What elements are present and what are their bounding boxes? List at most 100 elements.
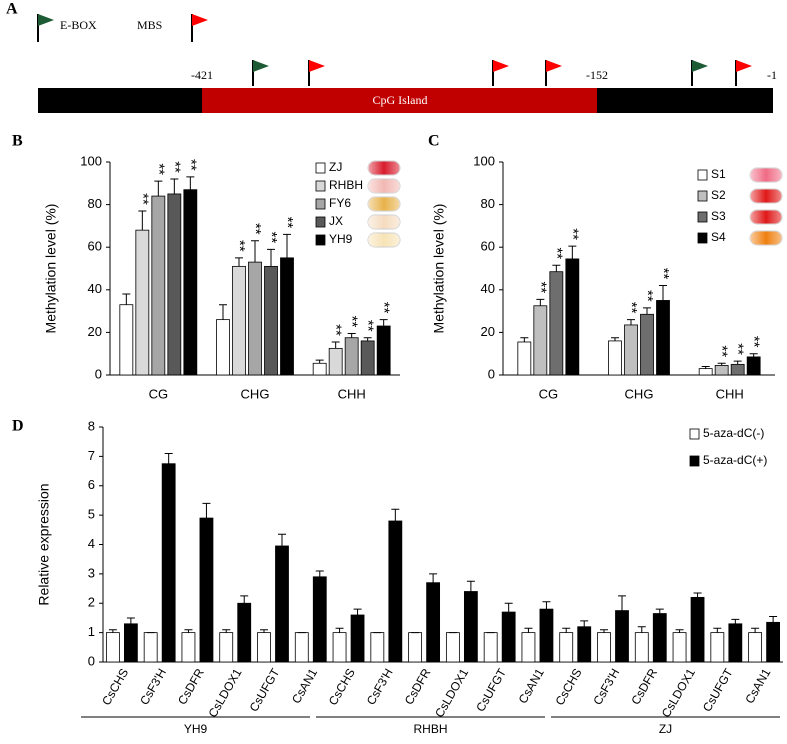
y-tick-label: 1 xyxy=(88,624,95,639)
error-bar xyxy=(749,353,758,357)
y-tick-label: 80 xyxy=(481,196,495,211)
bar xyxy=(312,576,327,663)
error-bar xyxy=(267,248,275,267)
error-bar xyxy=(568,245,577,259)
significance-label: ** xyxy=(548,247,565,259)
y-tick-label: 6 xyxy=(88,477,95,492)
error-bar xyxy=(170,178,179,194)
significance-label: ** xyxy=(182,159,199,171)
e-box-flag xyxy=(37,14,54,42)
bar xyxy=(766,621,781,663)
x-tick-label: CsDFR xyxy=(628,666,660,707)
error-bar xyxy=(731,618,740,624)
y-tick-label: 20 xyxy=(481,324,495,339)
error-bar xyxy=(524,627,533,633)
bar xyxy=(634,632,649,663)
error-bar xyxy=(542,601,551,610)
error-bar xyxy=(504,602,513,613)
error-bar xyxy=(122,293,131,305)
legend-label: E-BOX xyxy=(60,18,97,32)
bar xyxy=(388,520,403,663)
error-bar xyxy=(283,233,291,258)
y-tick-label: 0 xyxy=(88,653,95,668)
bar xyxy=(608,340,622,376)
island-label: CpG Island xyxy=(373,93,428,107)
bar xyxy=(248,261,262,376)
error-bar xyxy=(643,307,651,315)
significance-label: ** xyxy=(360,320,377,332)
y-tick-label: 3 xyxy=(88,565,95,580)
bar xyxy=(264,265,278,376)
bar xyxy=(237,602,252,663)
bar xyxy=(521,632,536,663)
error-bar xyxy=(693,592,702,598)
bar xyxy=(332,632,347,663)
legend-swatch xyxy=(689,455,700,467)
y-tick-label: 40 xyxy=(481,281,495,296)
error-bar xyxy=(126,617,135,624)
y-tick-label: 100 xyxy=(473,153,495,168)
legend-swatch xyxy=(697,232,708,244)
x-tick-label: CsF3'H xyxy=(590,666,622,707)
bar xyxy=(123,623,138,663)
bar xyxy=(656,300,670,376)
error-bar xyxy=(335,627,344,633)
bar xyxy=(624,324,638,376)
tube-shine xyxy=(368,233,400,247)
error-bar xyxy=(154,180,163,197)
bar xyxy=(426,582,441,663)
x-tick-label: CHH xyxy=(338,386,366,401)
legend-label: YH9 xyxy=(329,232,353,246)
bar xyxy=(652,613,667,663)
error-bar xyxy=(219,304,227,320)
panel-label: B xyxy=(12,133,23,150)
significance-label: ** xyxy=(623,302,640,314)
error-bar xyxy=(429,573,438,583)
significance-label: ** xyxy=(714,345,731,357)
error-bar xyxy=(138,210,147,231)
bar xyxy=(714,365,729,376)
y-tick-label: 0 xyxy=(488,366,495,381)
significance-label: ** xyxy=(564,228,581,240)
bar xyxy=(690,596,705,663)
error-bar xyxy=(627,319,635,325)
tube-shine xyxy=(750,231,782,245)
bar xyxy=(748,632,763,663)
bar xyxy=(151,195,166,376)
position-label: -152 xyxy=(586,68,608,82)
panel-label: C xyxy=(428,133,440,150)
x-tick-label: CHG xyxy=(241,386,270,401)
x-tick-label: CG xyxy=(539,386,559,401)
legend-swatch xyxy=(315,216,326,228)
legend-label: S4 xyxy=(711,230,726,244)
legend-label: S1 xyxy=(711,167,726,181)
error-bar xyxy=(769,615,778,623)
x-tick-label: CsAN1 xyxy=(516,666,547,706)
y-tick-label: 80 xyxy=(88,196,102,211)
error-bar xyxy=(347,332,356,338)
bar xyxy=(199,517,214,663)
legend-label: RHBH xyxy=(329,178,363,192)
x-tick-label: CsLDOX1 xyxy=(205,666,244,720)
legend-label: 5-aza-dC(+) xyxy=(703,453,767,467)
bar xyxy=(275,545,289,663)
error-bar xyxy=(315,359,324,364)
tube-shine xyxy=(750,168,782,182)
panel-a: A E-BOX MBS CpG Island -421 -152 -1 xyxy=(6,1,777,113)
error-bar xyxy=(600,629,608,633)
y-tick-label: 20 xyxy=(88,324,102,339)
significance-label: ** xyxy=(263,231,280,243)
y-axis-label: Relative expression xyxy=(36,483,52,605)
site-flags xyxy=(252,60,752,86)
error-bar xyxy=(655,608,664,614)
legend-swatch xyxy=(315,162,326,174)
error-bar xyxy=(315,570,324,577)
bar xyxy=(183,189,198,376)
significance-label: ** xyxy=(376,302,393,314)
tube-shine xyxy=(368,215,400,229)
significance-label: ** xyxy=(532,282,549,294)
bar xyxy=(710,632,725,663)
bar xyxy=(577,626,592,663)
error-bar xyxy=(536,298,545,306)
